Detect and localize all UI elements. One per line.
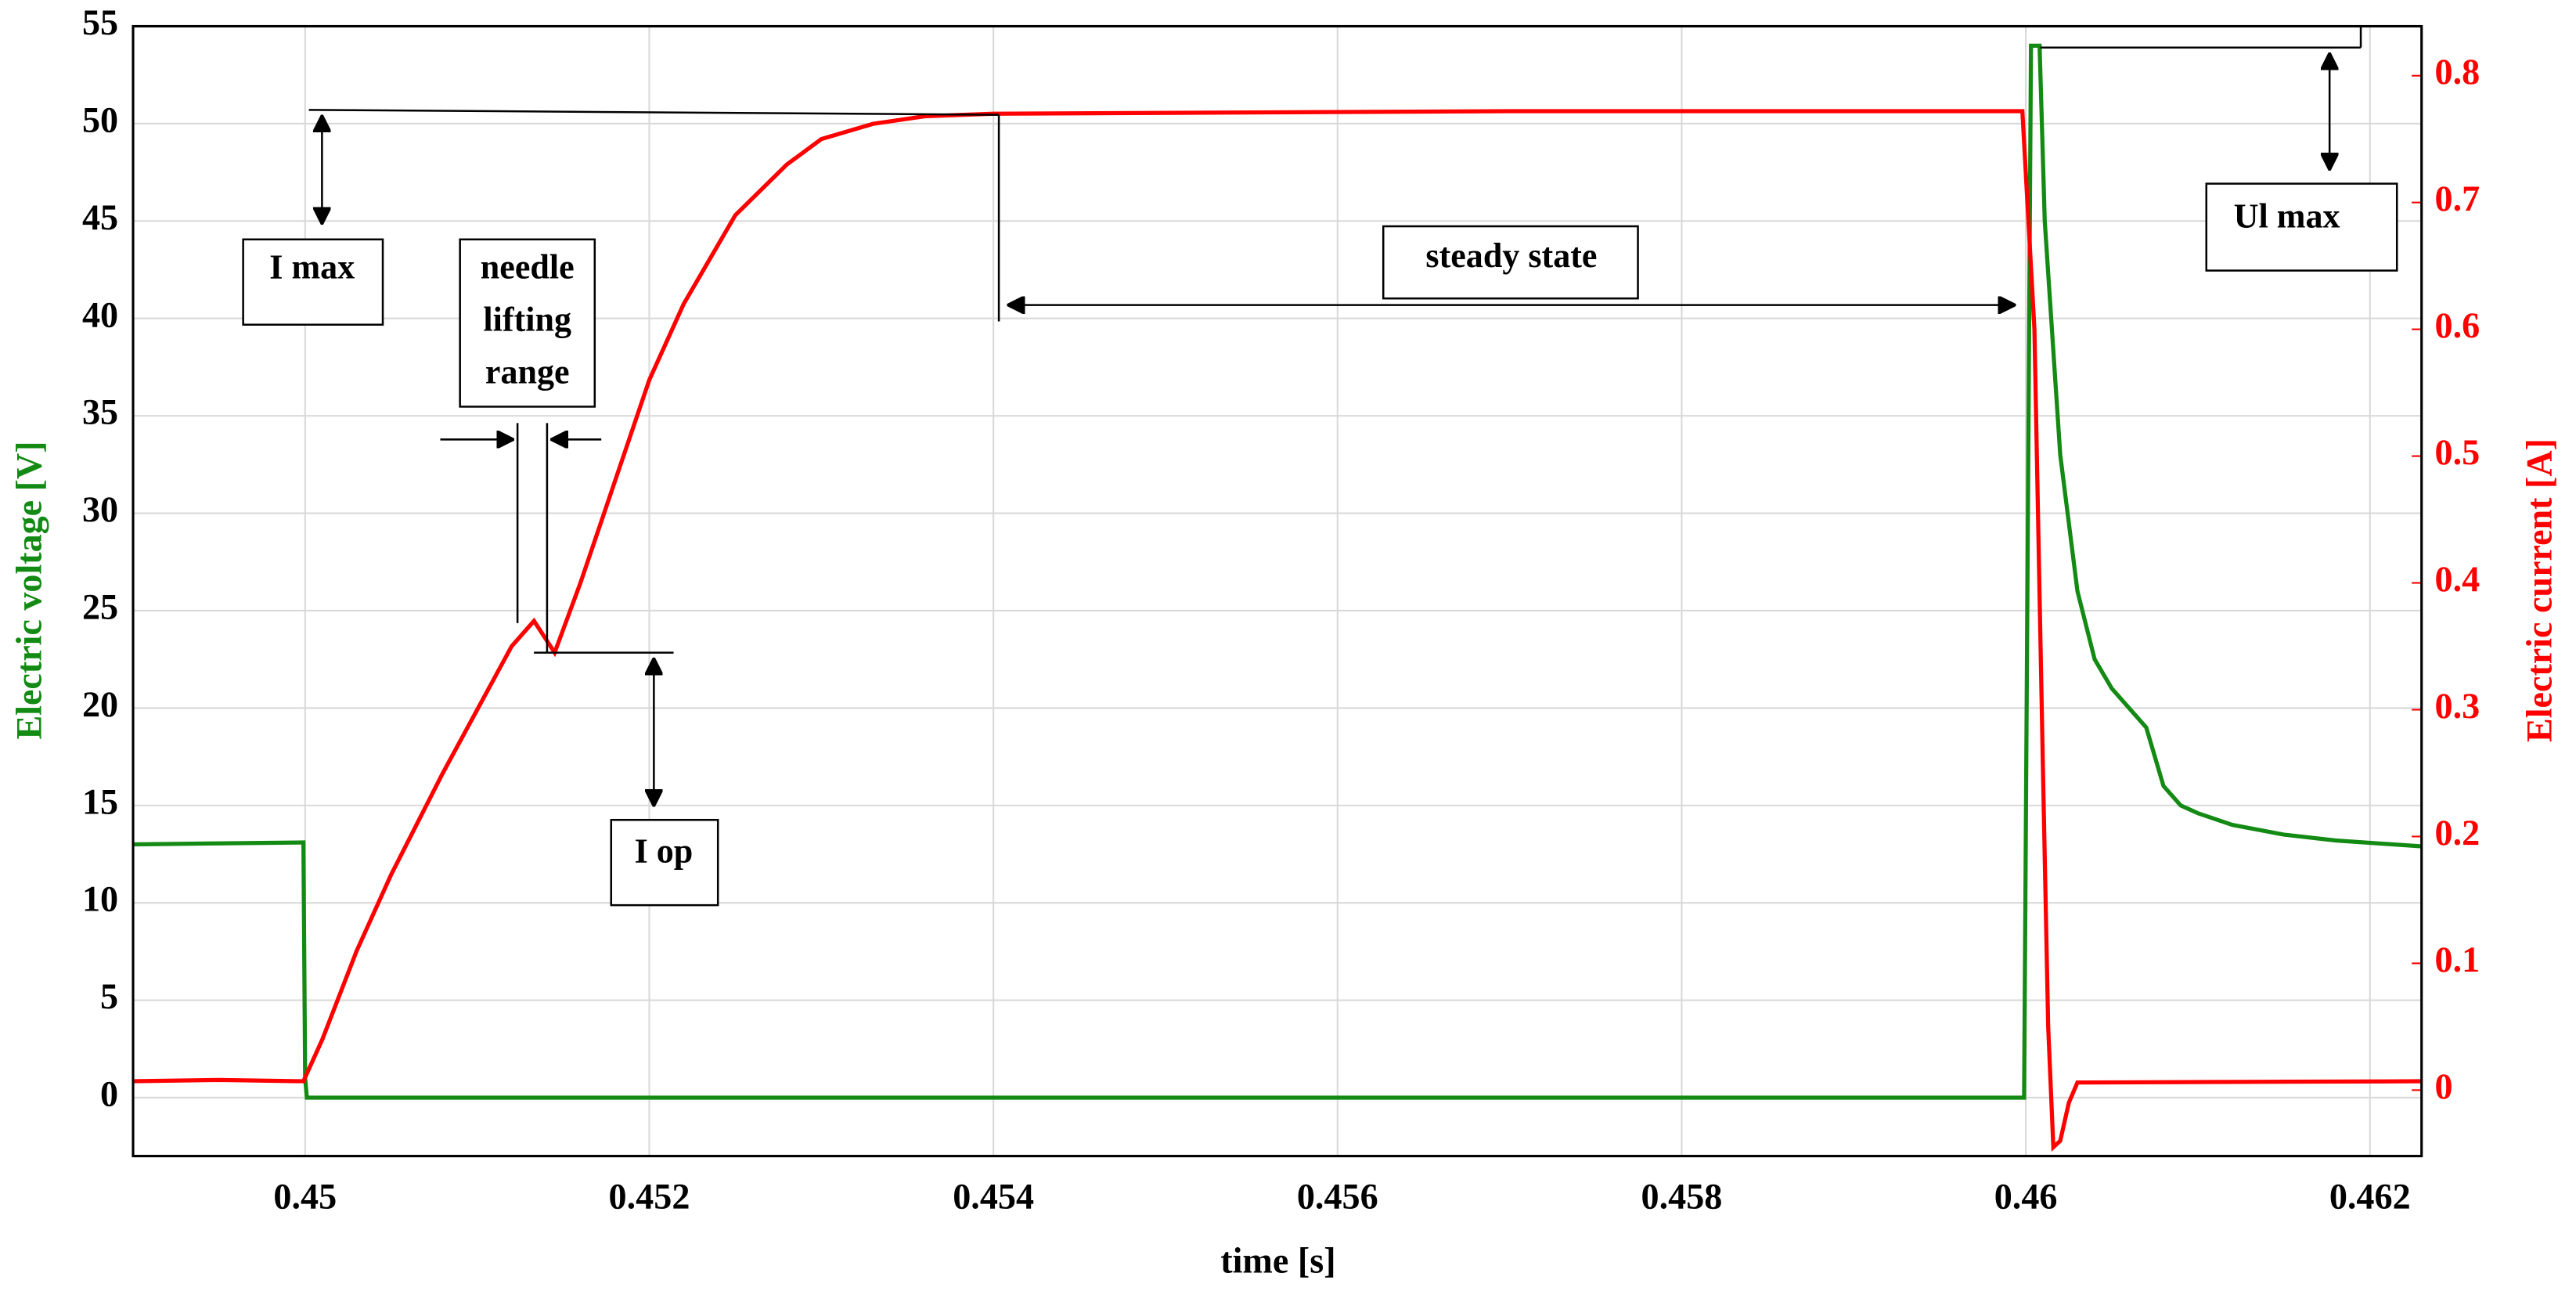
- annotation: lifting: [483, 301, 571, 339]
- x-tick-label: 0.452: [609, 1177, 690, 1217]
- annotations: I max needle lifting range I op steady state U…: [242, 26, 2398, 907]
- y-tick-label: 5: [100, 976, 118, 1016]
- y-tick-label: 40: [82, 294, 118, 334]
- annotation: I op: [635, 831, 694, 870]
- y2-tick-label: 0.7: [2434, 179, 2480, 218]
- y2-tick-label: 0.8: [2434, 52, 2480, 92]
- y-tick-label: 55: [82, 2, 118, 42]
- y2-axis-label: Electric current [A]: [2520, 438, 2560, 742]
- iop-box: [610, 818, 719, 907]
- ulmax-box: [2205, 182, 2398, 272]
- y-tick-label: 25: [82, 587, 118, 627]
- x-axis-label: time [s]: [1220, 1240, 1335, 1280]
- y-axis-label: Electric voltage [V]: [9, 441, 49, 739]
- y2-tick-label: 0: [2434, 1066, 2452, 1106]
- needle-box: [459, 238, 596, 408]
- y-tick-label: 30: [82, 489, 118, 529]
- annotation: Ul max: [2234, 197, 2340, 236]
- y-tick-label: 0: [100, 1074, 118, 1114]
- y2-tick-label: 0.1: [2434, 940, 2480, 979]
- line-series: [132, 43, 2422, 1100]
- x-tick-label: 0.458: [1641, 1177, 1723, 1217]
- x-tick-label: 0.45: [273, 1177, 337, 1217]
- y2-tick-label: 0.5: [2434, 432, 2480, 472]
- y-tick-label: 20: [82, 684, 118, 724]
- imax-box: [242, 238, 384, 326]
- annotation: I max: [269, 248, 355, 287]
- x-tick-label: 0.46: [1994, 1177, 2058, 1217]
- y2-tick-label: 0.3: [2434, 686, 2480, 726]
- y2-tick-label: 0.2: [2434, 813, 2480, 853]
- x-tick-label: 0.462: [2329, 1177, 2411, 1217]
- steady-box: [1382, 225, 1639, 300]
- plot: [132, 43, 2422, 1152]
- annotation: steady state: [1425, 236, 1597, 275]
- x-tick-label: 0.456: [1297, 1177, 1378, 1217]
- y-tick-label: 35: [82, 392, 118, 432]
- imax-line: [308, 109, 1000, 116]
- annotation: needle: [481, 248, 575, 287]
- annotation: range: [485, 353, 570, 391]
- y2-tick-label: 0.6: [2434, 305, 2480, 345]
- x-tick-label: 0.454: [953, 1177, 1034, 1217]
- plot-frame: [132, 24, 2423, 1158]
- line-series: [132, 109, 2422, 1152]
- y-tick-label: 45: [82, 197, 118, 237]
- y-tick-label: 50: [82, 100, 118, 140]
- y-tick-label: 15: [82, 781, 118, 821]
- y-tick-label: 10: [82, 879, 118, 919]
- y2-tick-label: 0.4: [2434, 559, 2480, 599]
